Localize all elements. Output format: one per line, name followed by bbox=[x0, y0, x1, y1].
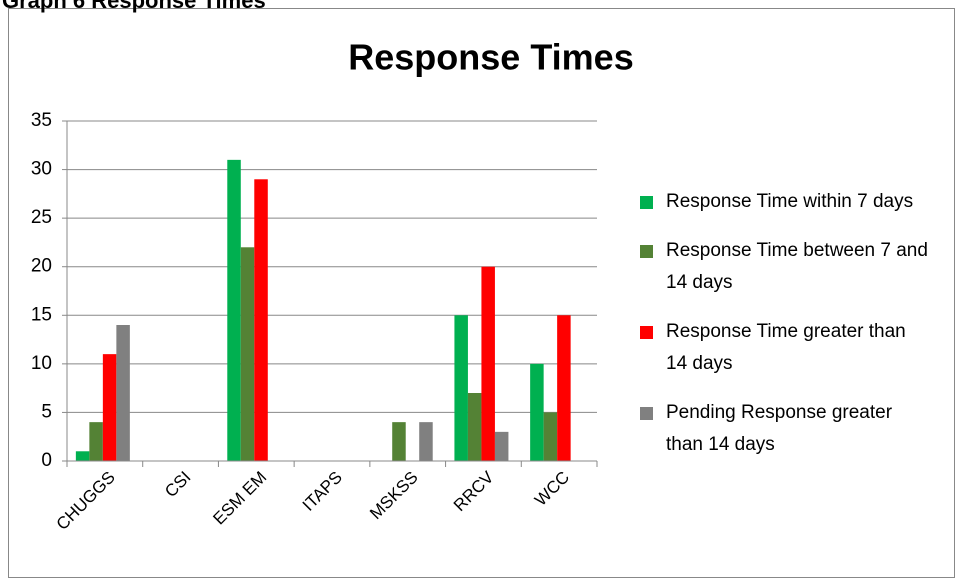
y-tick-label: 0 bbox=[41, 450, 52, 471]
legend-entry: Response Time between 7 and 14 days bbox=[640, 235, 930, 299]
bar bbox=[454, 315, 468, 461]
y-tick-label: 5 bbox=[41, 401, 52, 422]
bar bbox=[227, 159, 241, 461]
legend-entry: Pending Response greater than 14 days bbox=[640, 397, 930, 461]
x-tick-label: CSI bbox=[161, 468, 194, 501]
bar bbox=[392, 422, 406, 461]
bar bbox=[467, 393, 482, 461]
bar bbox=[116, 325, 130, 461]
x-tick-label: RRCV bbox=[450, 467, 498, 515]
y-tick-label: 20 bbox=[31, 256, 52, 277]
x-tick-label: MSKSS bbox=[366, 468, 422, 524]
legend-label: Pending Response greater than 14 days bbox=[666, 402, 893, 455]
y-tick-label: 10 bbox=[31, 353, 52, 374]
bar bbox=[481, 266, 495, 461]
bar bbox=[75, 451, 90, 461]
bar bbox=[494, 431, 509, 461]
bar bbox=[557, 315, 571, 461]
legend-swatch bbox=[640, 407, 653, 420]
x-tick-label: WCC bbox=[531, 468, 573, 510]
bar bbox=[240, 247, 255, 461]
bar bbox=[89, 422, 103, 461]
x-tick-label: ESM EM bbox=[209, 468, 270, 529]
bar bbox=[254, 179, 268, 462]
bar bbox=[543, 412, 558, 461]
legend-swatch bbox=[640, 326, 653, 339]
bar bbox=[419, 422, 433, 461]
y-tick-label: 30 bbox=[31, 159, 52, 180]
bar bbox=[102, 354, 117, 461]
chart-title: Response Times bbox=[348, 37, 633, 78]
x-tick-label: ITAPS bbox=[299, 468, 346, 515]
legend-swatch bbox=[640, 245, 653, 258]
legend-entry: Response Time greater than 14 days bbox=[640, 316, 930, 380]
y-tick-label: 15 bbox=[31, 304, 52, 325]
legend-label: Response Time within 7 days bbox=[666, 191, 914, 212]
legend-label: Response Time between 7 and 14 days bbox=[666, 240, 928, 293]
legend-label: Response Time greater than 14 days bbox=[666, 321, 906, 374]
legend: Response Time within 7 days Response Time… bbox=[640, 186, 930, 478]
x-tick-label: CHUGGS bbox=[53, 468, 119, 534]
heading: Graph 6 Response Times bbox=[2, 0, 266, 13]
bar bbox=[530, 363, 544, 461]
legend-swatch bbox=[640, 196, 653, 209]
y-tick-label: 25 bbox=[31, 207, 52, 228]
y-tick-label: 35 bbox=[31, 110, 52, 131]
legend-entry: Response Time within 7 days bbox=[640, 186, 930, 218]
